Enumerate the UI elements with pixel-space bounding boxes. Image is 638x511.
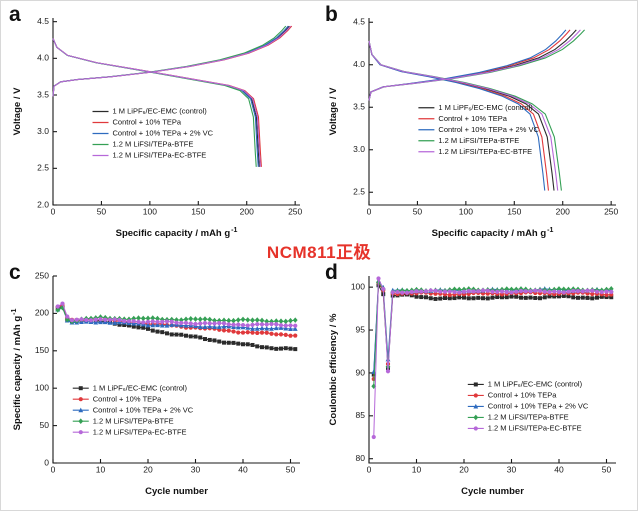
panel-b-chart bbox=[323, 6, 628, 243]
panel-d-letter: d bbox=[325, 261, 338, 284]
panel-a-letter: a bbox=[9, 3, 21, 26]
panel-d: d bbox=[323, 261, 628, 501]
panel-a: a bbox=[7, 3, 312, 243]
panel-c: c bbox=[7, 261, 312, 501]
panel-b-letter: b bbox=[325, 3, 338, 26]
panel-b: b bbox=[323, 3, 628, 243]
panel-a-chart bbox=[7, 6, 312, 243]
cathode-type-label: NCM811正极 bbox=[266, 243, 372, 262]
panel-c-chart bbox=[7, 264, 312, 501]
panel-c-letter: c bbox=[9, 261, 21, 284]
panel-d-chart bbox=[323, 264, 628, 501]
